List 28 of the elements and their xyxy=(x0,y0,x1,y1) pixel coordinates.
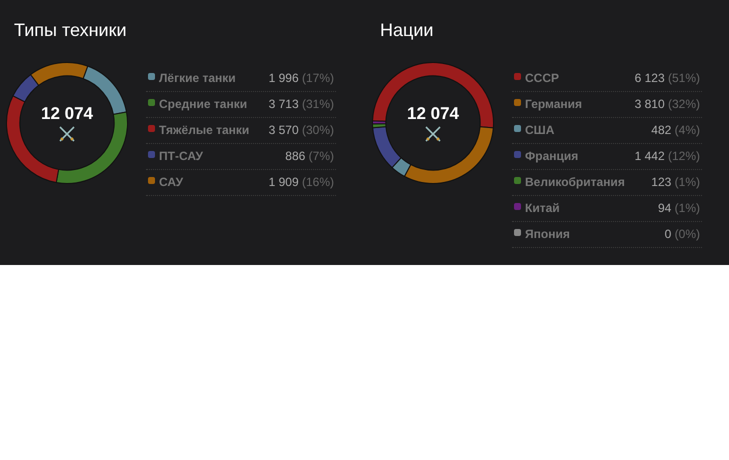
legend-label: Германия xyxy=(525,97,582,111)
data-label: 6 123 (51%) xyxy=(634,71,700,85)
data-label: 1 909 (16%) xyxy=(268,175,334,189)
data-label: 94 (1%) xyxy=(658,201,700,215)
legend-label: Средние танки xyxy=(159,97,248,111)
legend-label: Великобритания xyxy=(525,175,625,189)
legend-label: США xyxy=(525,123,554,137)
data-label: 886 (7%) xyxy=(285,149,334,163)
legend-label: Тяжёлые танки xyxy=(159,123,250,137)
data-label: 482 (4%) xyxy=(651,123,700,137)
data-label: 3 713 (31%) xyxy=(268,97,334,111)
legend-label: ПТ-САУ xyxy=(159,149,203,163)
data-label: 3 570 (30%) xyxy=(268,123,334,137)
data-label: 123 (1%) xyxy=(651,175,700,189)
chart-title: Типы техники xyxy=(14,20,127,41)
legend-label: Япония xyxy=(525,227,570,241)
chart-title: Нации xyxy=(380,20,434,41)
data-label: 3 810 (32%) xyxy=(634,97,700,111)
text: 12 074 xyxy=(40,104,94,124)
legend-label: Франция xyxy=(525,149,578,163)
legend-label: Китай xyxy=(525,201,560,215)
legend-label: СССР xyxy=(525,71,560,85)
legend-label: Лёгкие танки xyxy=(159,71,236,85)
legend-label: САУ xyxy=(159,175,184,189)
text: 12 074 xyxy=(406,104,460,124)
data-label: 1 442 (12%) xyxy=(634,149,700,163)
text: 0 (0%) xyxy=(664,227,700,241)
data-label: 1 996 (17%) xyxy=(268,71,334,85)
